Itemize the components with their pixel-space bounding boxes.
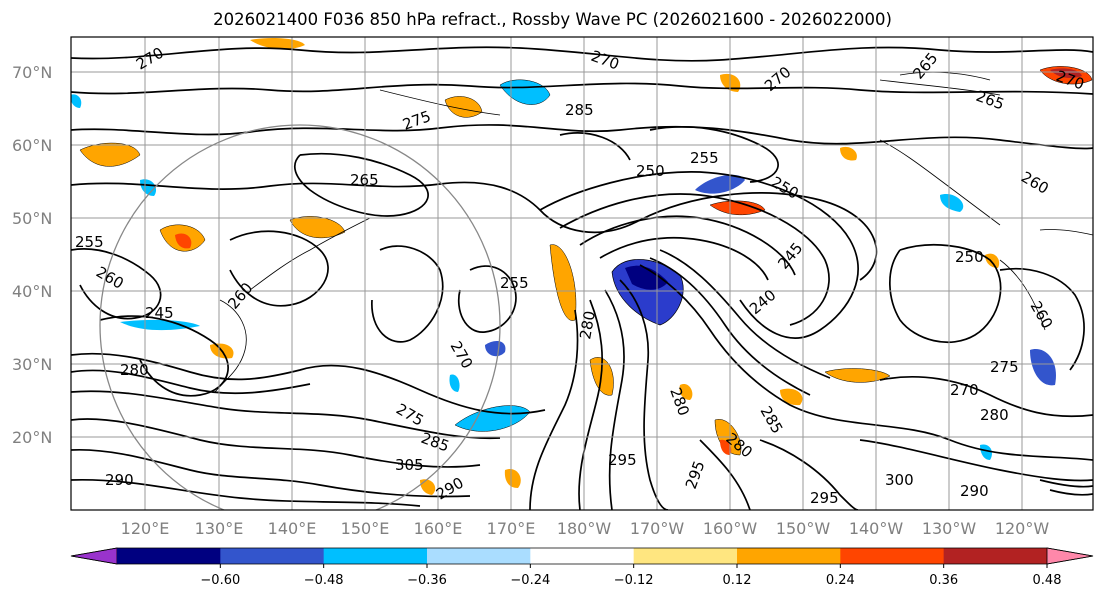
lat-label: 70°N: [12, 63, 52, 82]
contour-label: 290: [960, 482, 989, 500]
lon-label: 150°W: [776, 519, 831, 538]
contour-label: 295: [608, 451, 637, 469]
contour-label: 255: [690, 149, 719, 167]
colorbar: −0.60 −0.48 −0.36 −0.24 −0.12 0.12 0.24 0.36 0.4…: [70, 547, 1094, 588]
contour-label: 305: [395, 456, 424, 474]
gridlines: [71, 37, 1093, 510]
coastlines: [214, 71, 1093, 393]
lon-label: 140°W: [849, 519, 904, 538]
lat-label: 60°N: [12, 136, 52, 155]
colorbar-segment: [117, 548, 221, 564]
contour-label: 270: [950, 381, 979, 399]
contour-label: 255: [500, 274, 529, 292]
lon-label: 160°E: [414, 519, 463, 538]
lon-label: 170°E: [487, 519, 536, 538]
lon-label: 150°E: [341, 519, 390, 538]
contour-label: 250: [636, 162, 665, 180]
contour-label: 285: [565, 101, 594, 119]
colorbar-extend-min: [70, 547, 118, 565]
circle-overlay: [99, 124, 501, 510]
colorbar-segment: [323, 548, 428, 564]
contour-label: 295: [810, 489, 839, 507]
colorbar-segment: [633, 548, 738, 564]
colorbar-segment: [220, 548, 325, 564]
colorbar-frame: [70, 547, 1094, 565]
lon-label: 180°W: [557, 519, 612, 538]
contour-label: 255: [75, 233, 104, 251]
lon-label: 120°W: [995, 519, 1050, 538]
colorbar-segment: [530, 548, 635, 564]
contour-label: 280: [576, 309, 599, 340]
map-title: 2026021400 F036 850 hPa refract., Rossby…: [213, 10, 892, 29]
colorbar-tick-label: 0.36: [929, 573, 958, 588]
colorbar-segment: [737, 548, 841, 564]
longitude-labels: 120°E 130°E 140°E 150°E 160°E 170°E 180°…: [121, 519, 1050, 538]
lon-label: 140°E: [268, 519, 317, 538]
lon-label: 160°W: [703, 519, 758, 538]
contour-lines: [71, 46, 1093, 510]
lat-label: 40°N: [12, 282, 52, 301]
plot-frame: [70, 36, 1094, 511]
colorbar-tick-label: −0.24: [510, 573, 550, 588]
colorbar-segment: [427, 548, 531, 564]
colorbar-segment: [840, 548, 945, 564]
colorbar-tick-label: 0.48: [1033, 573, 1062, 588]
colorbar-tick-label: 0.24: [826, 573, 855, 588]
lon-label: 170°W: [630, 519, 685, 538]
lon-label: 130°E: [195, 519, 244, 538]
lat-label: 20°N: [12, 428, 52, 447]
colorbar-tick-label: −0.60: [200, 573, 240, 588]
contour-label: 250: [955, 248, 984, 266]
contour-label: 245: [145, 304, 174, 322]
colorbar-tick-label: −0.12: [614, 573, 654, 588]
colorbar-tick-label: −0.36: [407, 573, 447, 588]
contour-label: 280: [120, 361, 149, 379]
lon-label: 120°E: [121, 519, 170, 538]
latitude-labels: 70°N 60°N 50°N 40°N 30°N 20°N: [12, 63, 52, 447]
colorbar-tick-label: 0.12: [723, 573, 752, 588]
contour-label: 275: [990, 358, 1019, 376]
colorbar-tick-label: −0.48: [304, 573, 344, 588]
colorbar-segment: [943, 548, 1048, 564]
contour-label: 265: [350, 171, 379, 189]
lon-label: 130°W: [922, 519, 977, 538]
contour-label: 290: [105, 471, 134, 489]
lat-label: 50°N: [12, 209, 52, 228]
contour-label: 300: [885, 471, 914, 489]
colorbar-extend-max: [1046, 547, 1094, 565]
contour-label: 280: [980, 406, 1009, 424]
lat-label: 30°N: [12, 355, 52, 374]
